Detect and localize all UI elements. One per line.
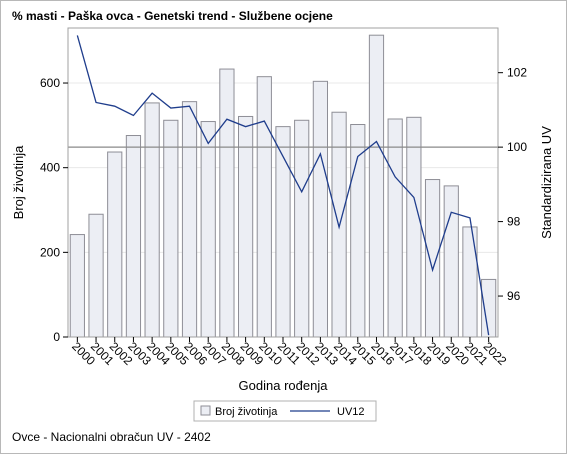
legend-label-bar: Broj životinja [215, 406, 278, 418]
x-axis: 2000200120022003200420052006200720082009… [69, 337, 510, 368]
footer-note: Ovce - Nacionalni obračun UV - 2402 [12, 430, 211, 444]
bar-2021 [462, 226, 478, 338]
tick-label-left-600: 600 [40, 76, 60, 90]
bar-2013 [312, 80, 328, 338]
right-axis: 96 98 100 102 [498, 66, 527, 303]
y-axis-left-title: Broj životinja [11, 145, 26, 219]
bar-2004 [144, 102, 160, 338]
tick-label-right-98: 98 [507, 215, 521, 229]
bar-2020 [443, 185, 459, 338]
bar-2003 [125, 135, 142, 338]
tick-label-right-96: 96 [507, 289, 521, 303]
bar-2016 [368, 34, 385, 338]
bar-2001 [88, 213, 104, 338]
bars [69, 34, 497, 338]
legend: Broj životinja UV12 [193, 400, 377, 422]
bar-2009 [238, 115, 254, 338]
tick-label-right-100: 100 [507, 140, 527, 154]
legend-swatch-bar [200, 405, 211, 416]
bar-2022 [481, 278, 497, 338]
bar-2008 [219, 68, 235, 338]
bar-2006 [181, 101, 198, 338]
series-line-uv12 [76, 35, 490, 336]
bar-2019 [424, 179, 441, 338]
legend-box [193, 400, 377, 422]
page-title: % masti - Paška ovca - Genetski trend - … [12, 9, 333, 23]
bar-2017 [387, 118, 403, 338]
bar-2000 [69, 234, 85, 338]
bar-2011 [275, 126, 291, 338]
tick-label-left-200: 200 [40, 245, 60, 259]
tick-label-left-400: 400 [40, 161, 60, 175]
y-axis-right-title: Standardizirana UV [539, 126, 554, 239]
bar-2002 [107, 151, 123, 338]
left-axis: 0 200 400 600 [40, 76, 68, 344]
x-axis-title: Godina rođenja [239, 378, 329, 393]
bar-2018 [406, 116, 422, 338]
legend-label-line: UV12 [337, 406, 365, 418]
tick-label-right-102: 102 [507, 66, 527, 80]
bar-2010 [256, 76, 272, 338]
tick-label-left-0: 0 [53, 330, 60, 344]
bar-2012 [294, 119, 310, 338]
bar-2005 [163, 119, 179, 338]
bar-2007 [200, 121, 216, 338]
